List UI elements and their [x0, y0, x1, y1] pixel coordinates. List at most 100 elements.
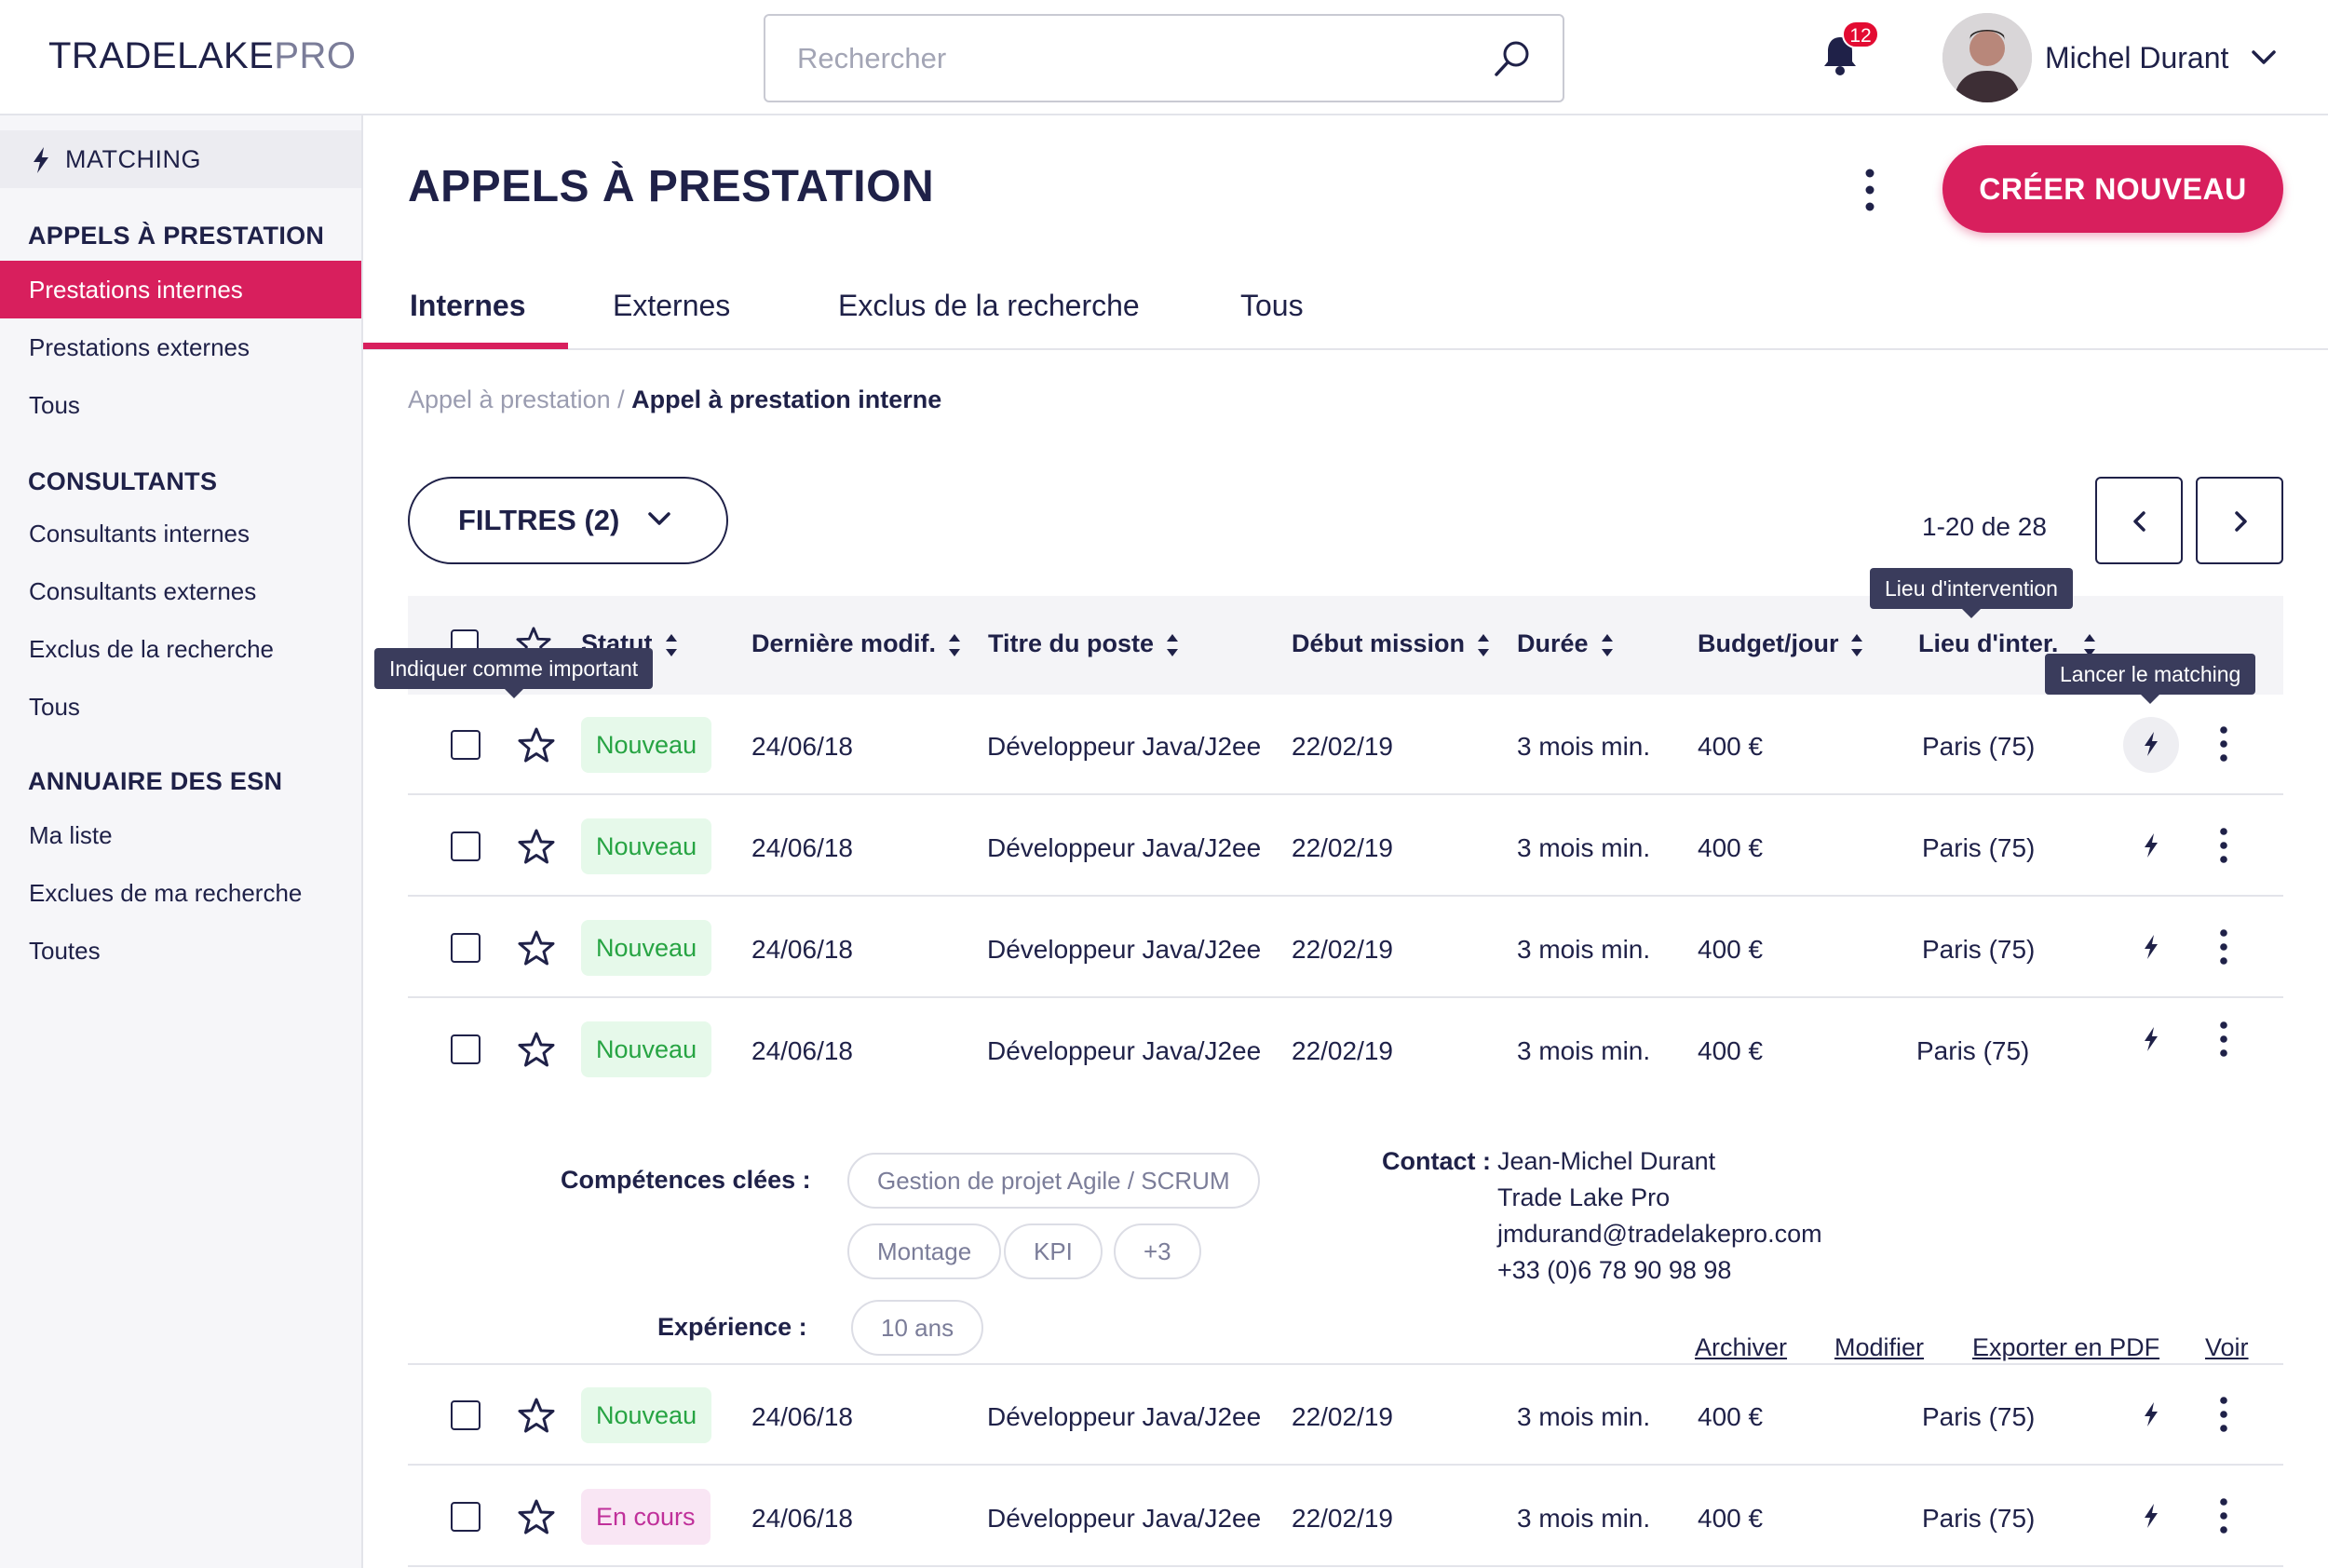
column-lieu-intervention[interactable]: Lieu d'inter.: [1918, 629, 2097, 659]
column-derniere-modif[interactable]: Dernière modif.: [751, 629, 962, 659]
sidebar-item-consultants-externes[interactable]: Consultants externes: [29, 577, 257, 605]
table-row[interactable]: Nouveau 24/06/18 Développeur Java/J2ee 2…: [408, 898, 2283, 998]
cell-start: 22/02/19: [1292, 935, 1393, 964]
sidebar-item-prestations-externes[interactable]: Prestations externes: [29, 333, 250, 361]
row-more-icon[interactable]: [2218, 826, 2229, 865]
sidebar-item-toutes[interactable]: Toutes: [29, 937, 101, 965]
column-titre-poste[interactable]: Titre du poste: [988, 629, 1180, 659]
star-icon[interactable]: [518, 1498, 555, 1535]
star-icon[interactable]: [518, 726, 555, 764]
row-checkbox[interactable]: [451, 1400, 480, 1430]
sort-icon: [949, 633, 961, 656]
export-pdf-link[interactable]: Exporter en PDF: [1972, 1333, 2160, 1361]
tab-tous[interactable]: Tous: [1240, 289, 1304, 322]
cell-start: 22/02/19: [1292, 833, 1393, 862]
sort-icon: [2084, 633, 2096, 656]
column-label: Titre du poste: [988, 629, 1155, 657]
user-avatar[interactable]: [1942, 13, 2032, 102]
row-checkbox[interactable]: [451, 1034, 480, 1064]
avatar-image: [1942, 13, 2032, 102]
contact-email[interactable]: jmdurand@tradelakepro.com: [1497, 1220, 1822, 1248]
column-label: Dernière modif.: [751, 629, 937, 657]
sidebar-matching[interactable]: MATCHING: [0, 130, 361, 188]
view-link[interactable]: Voir: [2205, 1333, 2249, 1361]
chevron-down-icon[interactable]: [2248, 47, 2280, 69]
cell-duration: 3 mois min.: [1517, 935, 1651, 964]
more-options-icon[interactable]: [1857, 166, 1883, 214]
cell-duration: 3 mois min.: [1517, 1036, 1651, 1065]
row-checkbox[interactable]: [451, 933, 480, 963]
edit-link[interactable]: Modifier: [1834, 1333, 1925, 1361]
tab-externes[interactable]: Externes: [613, 289, 731, 322]
column-debut-mission[interactable]: Début mission: [1292, 629, 1491, 659]
breadcrumb: Appel à prestation / Appel à prestation …: [408, 385, 941, 414]
sidebar-item-tous[interactable]: Tous: [29, 391, 80, 419]
status-badge: Nouveau: [581, 920, 712, 976]
more-skills-chip[interactable]: +3: [1114, 1223, 1201, 1279]
prev-page-button[interactable]: [2095, 477, 2183, 564]
archive-link[interactable]: Archiver: [1695, 1333, 1788, 1361]
table-row[interactable]: Nouveau 24/06/18 Développeur Java/J2ee 2…: [408, 1365, 2283, 1466]
contact-phone[interactable]: +33 (0)6 78 90 98 98: [1497, 1256, 1732, 1284]
row-checkbox[interactable]: [451, 831, 480, 861]
column-budget-jour[interactable]: Budget/jour: [1698, 629, 1864, 659]
sort-icon: [665, 633, 677, 656]
launch-matching-button[interactable]: [2123, 818, 2179, 874]
launch-matching-button[interactable]: [2123, 1012, 2179, 1068]
search-input[interactable]: [765, 16, 1492, 101]
search-box: [764, 14, 1564, 102]
sidebar-item-consultants-internes[interactable]: Consultants internes: [29, 520, 250, 547]
star-icon[interactable]: [518, 1031, 555, 1068]
sidebar-item-ma-liste[interactable]: Ma liste: [29, 821, 113, 849]
breadcrumb-parent[interactable]: Appel à prestation /: [408, 385, 625, 413]
user-name[interactable]: Michel Durant: [2045, 41, 2229, 74]
bolt-icon: [2145, 1402, 2158, 1426]
tooltip-location: Lieu d'intervention: [1870, 568, 2073, 618]
row-more-icon[interactable]: [2218, 1496, 2229, 1535]
table-row[interactable]: Nouveau 24/06/18 Développeur Java/J2ee 2…: [408, 796, 2283, 897]
cell-start: 22/02/19: [1292, 1036, 1393, 1065]
cell-location: Paris (75): [1922, 1402, 2036, 1431]
next-page-button[interactable]: [2196, 477, 2283, 564]
row-more-icon[interactable]: [2218, 1020, 2229, 1059]
sidebar-item-exclus-recherche[interactable]: Exclus de la recherche: [29, 635, 275, 663]
tab-exclus[interactable]: Exclus de la recherche: [838, 289, 1140, 322]
cell-budget: 400 €: [1698, 1402, 1764, 1431]
column-duree[interactable]: Durée: [1517, 629, 1615, 659]
star-icon[interactable]: [518, 828, 555, 865]
cell-start: 22/02/19: [1292, 1504, 1393, 1533]
launch-matching-button[interactable]: [2123, 1387, 2179, 1443]
star-icon[interactable]: [518, 929, 555, 966]
cell-date: 24/06/18: [751, 1402, 853, 1431]
table-row-expanded[interactable]: Nouveau 24/06/18 Développeur Java/J2ee 2…: [408, 999, 2283, 1100]
status-badge: Nouveau: [581, 1387, 712, 1443]
cell-budget: 400 €: [1698, 935, 1764, 964]
launch-matching-button[interactable]: [2123, 717, 2179, 773]
cell-title: Développeur Java/J2ee: [987, 833, 1262, 862]
table-row[interactable]: En cours 24/06/18 Développeur Java/J2ee …: [408, 1467, 2283, 1567]
search-icon[interactable]: [1492, 38, 1533, 79]
app-logo[interactable]: TRADELAKEPRO: [48, 35, 357, 77]
matching-label: MATCHING: [65, 145, 201, 173]
star-icon[interactable]: [518, 1397, 555, 1434]
row-more-icon[interactable]: [2218, 724, 2229, 764]
sidebar-item-exclues-recherche[interactable]: Exclues de ma recherche: [29, 879, 303, 907]
tab-internes[interactable]: Internes: [410, 289, 526, 322]
sidebar-item-prestations-internes[interactable]: Prestations internes: [0, 261, 361, 318]
column-label: Début mission: [1292, 629, 1466, 657]
cell-title: Développeur Java/J2ee: [987, 1504, 1262, 1533]
table-row[interactable]: Nouveau 24/06/18 Développeur Java/J2ee 2…: [408, 695, 2283, 795]
row-more-icon[interactable]: [2218, 1395, 2229, 1434]
row-checkbox[interactable]: [451, 1502, 480, 1532]
cell-title: Développeur Java/J2ee: [987, 1036, 1262, 1065]
cell-location: Paris (75): [1922, 935, 2036, 964]
row-more-icon[interactable]: [2218, 927, 2229, 966]
sidebar-item-consultants-tous[interactable]: Tous: [29, 693, 80, 721]
launch-matching-button[interactable]: [2123, 1489, 2179, 1545]
launch-matching-button[interactable]: [2123, 920, 2179, 976]
filters-button[interactable]: FILTRES (2): [408, 477, 728, 564]
row-checkbox[interactable]: [451, 730, 480, 760]
column-label: Durée: [1517, 629, 1589, 657]
sidebar-section-consultants: CONSULTANTS: [28, 467, 218, 495]
create-new-button[interactable]: CRÉER NOUVEAU: [1942, 145, 2283, 233]
